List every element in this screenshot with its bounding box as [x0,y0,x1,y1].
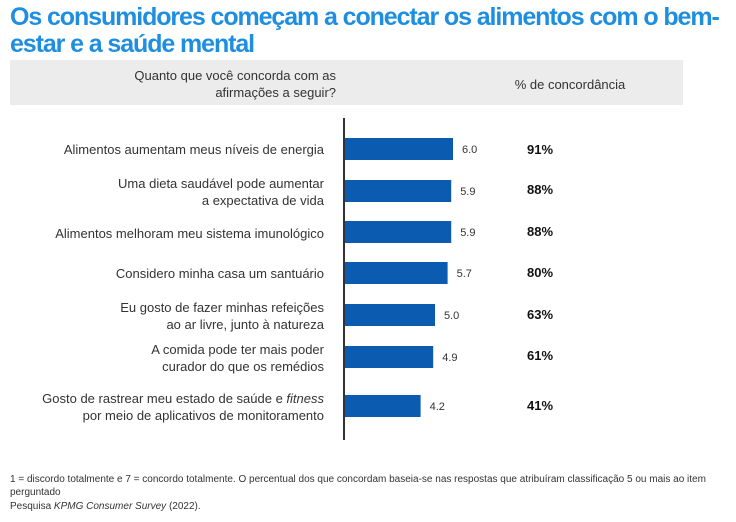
row-label-line: Gosto de rastrear meu estado de saúde e [42,391,287,406]
chart-title: Os consumidores começam a conectar os al… [10,3,720,58]
row-label-line: A comida pode ter mais poder [151,342,324,357]
row-label-line: Considero minha casa um santuário [115,266,324,281]
row-label-emphasis: fitness [286,391,324,406]
bar-value-label: 4.9 [442,352,457,364]
source-survey: KPMG Consumer Survey [53,501,167,512]
row-label: Considero minha casa um santuário [10,265,324,282]
bar [345,180,452,202]
row-label-line: Uma dieta saudável pode aumentar [118,176,324,191]
source-suffix: (2022). [166,501,201,512]
bar [345,346,434,368]
agreement-header: % de concordância [514,77,626,92]
row-label: Gosto de rastrear meu estado de saúde e … [10,390,324,424]
question-header: Quanto que você concorda com as afirmaçõ… [134,68,336,100]
row-label-line: Alimentos aumentam meus níveis de energi… [63,142,324,157]
row-label-line: ao ar livre, junto à natureza [166,317,324,332]
row-label: Alimentos aumentam meus níveis de energi… [10,141,324,158]
bar-value-label: 6.0 [462,144,477,156]
bar-value-label: 5.7 [457,268,472,280]
source-note: Pesquisa KPMG Consumer Survey (2022). [10,500,734,513]
row-label-line: Eu gosto de fazer minhas refeições [120,300,324,315]
agreement-value: 80% [526,265,554,280]
bar-value-label: 5.9 [460,186,475,198]
row-label-line: Alimentos melhoram meu sistema imunológi… [55,226,324,241]
bar [345,395,421,417]
agreement-value: 41% [526,398,554,413]
row-label-line: por meio de aplicativos de monitoramento [82,408,324,423]
source-prefix: Pesquisa [10,501,54,512]
row-label: Alimentos melhoram meu sistema imunológi… [10,225,324,242]
row-label: A comida pode ter mais poder curador do … [10,341,324,375]
bar [345,262,448,284]
agreement-value: 88% [526,182,554,197]
bar-value-label: 5.9 [460,227,475,239]
bar-value-label: 5.0 [444,310,459,322]
bar [345,221,452,243]
agreement-value: 88% [526,224,554,239]
row-label: Eu gosto de fazer minhas refeições ao ar… [10,299,324,333]
agreement-value: 63% [526,307,554,322]
row-label: Uma dieta saudável pode aumentar a expec… [10,175,324,209]
bar [345,138,453,160]
row-label-line: curador do que os remédios [162,359,324,374]
bar-value-label: 4.2 [430,401,445,413]
footnote: 1 = discordo totalmente e 7 = concordo t… [10,474,706,498]
agreement-value: 61% [526,348,554,363]
bar [345,304,435,326]
row-label-line: a expectativa de vida [201,193,324,208]
agreement-value: 91% [526,142,554,157]
table-header-band [10,60,683,105]
